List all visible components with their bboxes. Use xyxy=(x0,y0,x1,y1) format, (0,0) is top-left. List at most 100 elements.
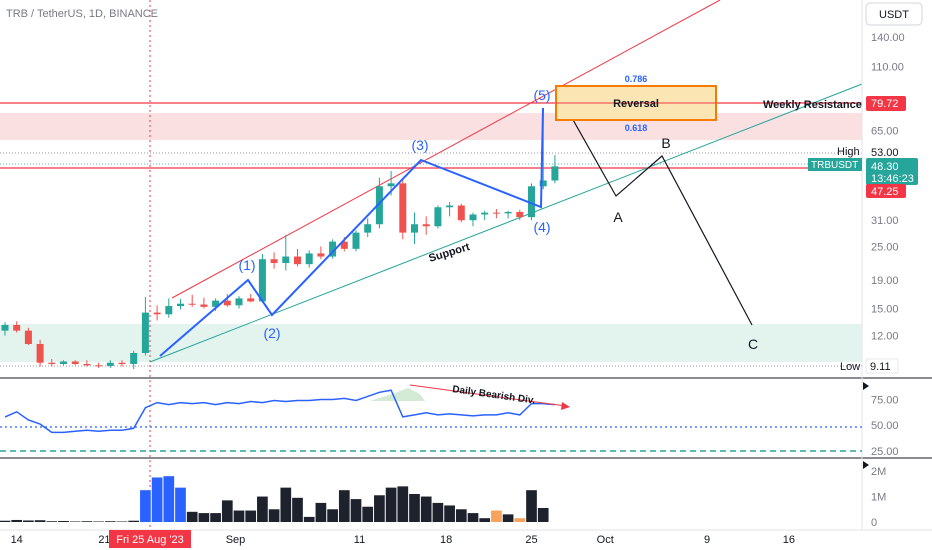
support-zone xyxy=(0,324,862,362)
candle-body xyxy=(481,212,489,215)
date-tick-label: Sep xyxy=(226,534,246,546)
volume-tick-label: 1M xyxy=(871,492,886,504)
wave-b-label: B xyxy=(661,135,670,151)
channel-upper-line xyxy=(171,0,721,299)
volume-bar xyxy=(327,509,338,522)
rsi-axis: 75.00 50.00 25.00 xyxy=(871,394,899,457)
high-tag-label: High xyxy=(837,146,860,158)
candle-body xyxy=(258,259,266,302)
volume-bar xyxy=(514,518,526,522)
price-tick-label: 140.00 xyxy=(871,32,905,44)
candle-body xyxy=(446,205,454,208)
abc-projection-line xyxy=(571,117,753,326)
candle-body xyxy=(270,259,278,264)
candle-body xyxy=(188,303,196,305)
candle-body xyxy=(36,343,44,363)
candle-body xyxy=(235,298,243,306)
volume-bar xyxy=(397,486,409,522)
last-price-value: 48.30 xyxy=(871,161,899,173)
prev-level-value: 47.25 xyxy=(871,186,899,198)
candle-body xyxy=(71,361,79,364)
date-tick-label: 14 xyxy=(11,534,23,546)
candle-body xyxy=(422,224,430,227)
volume-bar xyxy=(374,495,385,522)
high-tag-value: 53.00 xyxy=(871,147,899,159)
volume-bar xyxy=(81,521,93,522)
volume-bar xyxy=(257,496,268,522)
last-price-symbol-tag xyxy=(808,158,862,171)
price-tick-label: 25.00 xyxy=(871,241,899,253)
candle-body xyxy=(130,352,138,364)
volume-bar xyxy=(198,513,210,522)
candle-body xyxy=(1,324,9,331)
volume-bar xyxy=(58,520,69,522)
candles-layer xyxy=(1,108,559,370)
weekly-resistance-tag xyxy=(866,96,906,111)
volume-bar xyxy=(210,513,221,522)
price-tick-label: 31.00 xyxy=(871,215,899,227)
candle-body xyxy=(247,298,255,302)
wave-2-label: (2) xyxy=(263,325,280,341)
volume-bar xyxy=(175,487,186,522)
volume-bar xyxy=(23,520,34,522)
candle-body xyxy=(294,256,301,265)
reversal-label: Reversal xyxy=(613,98,659,110)
price-axis[interactable]: 140.00 110.00 65.00 31.00 25.00 19.00 15.00 12.… xyxy=(871,32,905,371)
high-tag xyxy=(866,145,910,159)
volume-tick-label: 0 xyxy=(871,517,877,529)
candle-body xyxy=(434,207,442,227)
rsi-tick-label: 75.00 xyxy=(871,394,899,406)
rsi-overbought-fill xyxy=(370,388,425,401)
fib-618-label: 0.618 xyxy=(625,123,648,133)
candle-body xyxy=(340,241,348,249)
rsi-pane-arrow-icon[interactable] xyxy=(863,382,869,390)
date-axis[interactable]: 14 21 Sep 11 18 25 Oct 9 16 xyxy=(11,534,795,546)
candle-body xyxy=(153,312,161,315)
wave-4-label: (4) xyxy=(533,219,550,235)
last-price-symbol: TRBUSDT xyxy=(811,160,858,171)
candle-body xyxy=(118,362,126,364)
volume-bar xyxy=(526,490,537,522)
volume-bar xyxy=(338,490,350,522)
low-tag xyxy=(865,358,899,374)
price-tick-label: 12.00 xyxy=(871,331,899,343)
date-tick-label: 25 xyxy=(525,534,537,546)
volume-bar xyxy=(479,518,491,522)
candle-body xyxy=(317,253,325,257)
fib-786-label: 0.786 xyxy=(625,74,648,84)
wave-3-label: (3) xyxy=(411,137,428,153)
weekly-resistance-label: Weekly Resistance xyxy=(763,99,862,111)
volume-pane-arrow-icon[interactable] xyxy=(863,461,869,469)
date-tick-label: 21 xyxy=(98,534,110,546)
volume-bar xyxy=(292,497,303,522)
date-tick-label: 18 xyxy=(440,534,452,546)
volume-bar xyxy=(140,490,151,522)
candle-body xyxy=(399,183,407,233)
crosshair-date-value: Fri 25 Aug '23 xyxy=(116,534,184,546)
volume-bar xyxy=(128,520,140,522)
candle-body xyxy=(375,186,383,225)
date-tick-label: Oct xyxy=(597,534,614,546)
volume-bar xyxy=(69,521,81,522)
volume-bar xyxy=(46,521,58,522)
volume-bar xyxy=(34,520,46,522)
price-tick-label: 110.00 xyxy=(871,61,904,73)
countdown-timer: 13:46:23 xyxy=(871,173,914,185)
low-tag-value: 9.11 xyxy=(870,361,891,373)
volume-bar xyxy=(245,510,257,522)
volume-bar xyxy=(350,499,362,522)
wave-a-label: A xyxy=(613,209,623,225)
date-tick-label: 11 xyxy=(354,534,365,546)
wave-5-label: (5) xyxy=(533,87,550,103)
volume-bar xyxy=(502,514,514,522)
volume-bar xyxy=(93,521,104,522)
bearish-divergence-label: Daily Bearish Div. xyxy=(452,384,537,407)
candle-body xyxy=(305,253,313,265)
rsi-tick-label: 25.00 xyxy=(871,446,899,458)
volume-bar xyxy=(444,505,455,522)
elliott-wave-line xyxy=(159,107,544,357)
currency-button[interactable] xyxy=(865,2,923,26)
volume-bar xyxy=(315,502,327,522)
volume-bar xyxy=(455,509,467,522)
